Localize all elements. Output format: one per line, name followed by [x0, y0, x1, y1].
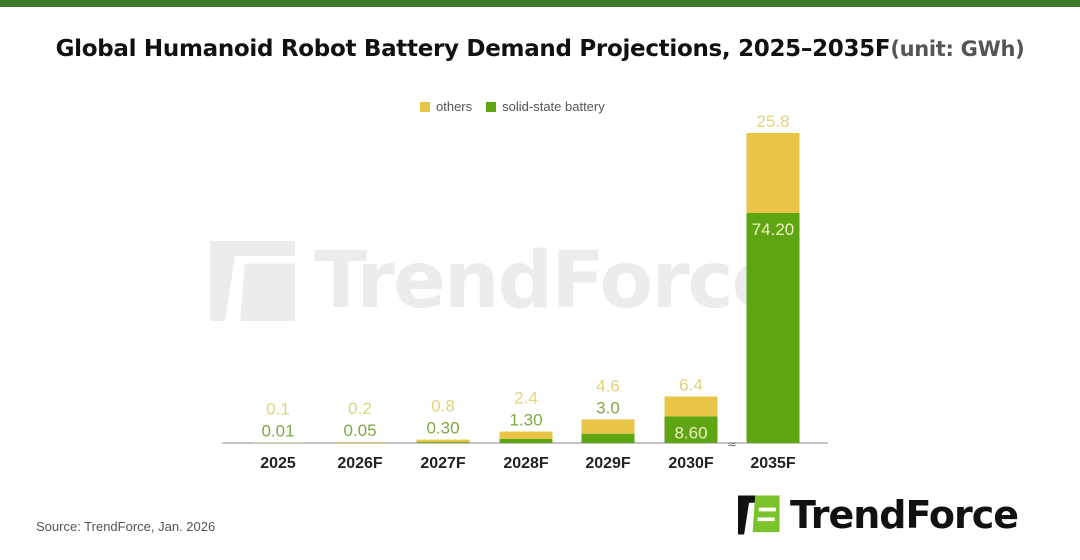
title-text: Global Humanoid Robot Battery Demand Pro… [55, 36, 891, 62]
unit-label: (unit: GWh) [890, 37, 1025, 61]
data-label-others: 4.6 [596, 376, 620, 395]
x-tick-label: 2025 [260, 455, 296, 472]
data-label-others: 0.2 [348, 399, 372, 418]
data-label-others: 2.4 [514, 389, 538, 408]
bar-others-2035F [746, 133, 800, 213]
trendforce-logo: TrendForce [738, 493, 1019, 537]
legend-swatch-others [420, 101, 430, 112]
data-label-others: 0.1 [266, 400, 290, 419]
watermark-text: TrendForce [314, 236, 785, 326]
data-label-solid-state: 3.0 [596, 398, 620, 417]
data-label-solid-state: 0.30 [426, 419, 459, 438]
legend-swatch-solid-state [486, 101, 497, 112]
bar-solid-state-2029F [581, 433, 635, 443]
legend: others solid-state battery [420, 99, 605, 114]
bar-others-2026F [333, 442, 387, 443]
legend-item-solid-state: solid-state battery [486, 99, 605, 114]
data-label-solid-state: 1.30 [509, 411, 542, 430]
legend-label-others: others [436, 99, 473, 114]
trendforce-logo-icon [738, 495, 780, 535]
data-label-others: 6.4 [679, 376, 703, 395]
legend-item-others: others [420, 99, 472, 114]
data-label-solid-state: 0.05 [343, 421, 376, 440]
source-note: Source: TrendForce, Jan. 2026 [36, 519, 216, 534]
data-label-solid-state: 0.01 [261, 422, 294, 441]
x-tick-label: 2035F [750, 455, 796, 472]
bar-solid-state-2035F [746, 212, 800, 443]
x-tick-label: 2029F [585, 455, 631, 472]
bar-others-2030F [664, 396, 718, 417]
bar-solid-state-2028F [499, 438, 553, 443]
bar-others-2028F [499, 431, 553, 439]
legend-label-solid-state: solid-state battery [502, 99, 605, 114]
data-label-solid-state: 8.60 [674, 423, 707, 442]
bar-solid-state-2030F [664, 416, 718, 443]
axis-break-icon: ≈ [727, 437, 737, 451]
bar-solid-state-2027F [416, 442, 470, 443]
bar-others-2029F [581, 419, 635, 434]
watermark: TrendForce [210, 236, 785, 326]
x-tick-label: 2028F [503, 455, 549, 472]
bar-others-2027F [416, 439, 470, 443]
top-accent-bar [0, 0, 1080, 7]
chart-title: Global Humanoid Robot Battery Demand Pro… [0, 36, 1080, 62]
logo-text: TrendForce [790, 493, 1019, 537]
trendforce-watermark-icon [210, 241, 295, 321]
x-tick-label: 2027F [420, 455, 466, 472]
x-tick-label: 2026F [337, 455, 383, 472]
x-tick-label: 2030F [668, 455, 714, 472]
data-label-solid-state: 74.20 [752, 220, 795, 239]
data-label-others: 25.8 [756, 112, 789, 131]
data-label-others: 0.8 [431, 397, 455, 416]
